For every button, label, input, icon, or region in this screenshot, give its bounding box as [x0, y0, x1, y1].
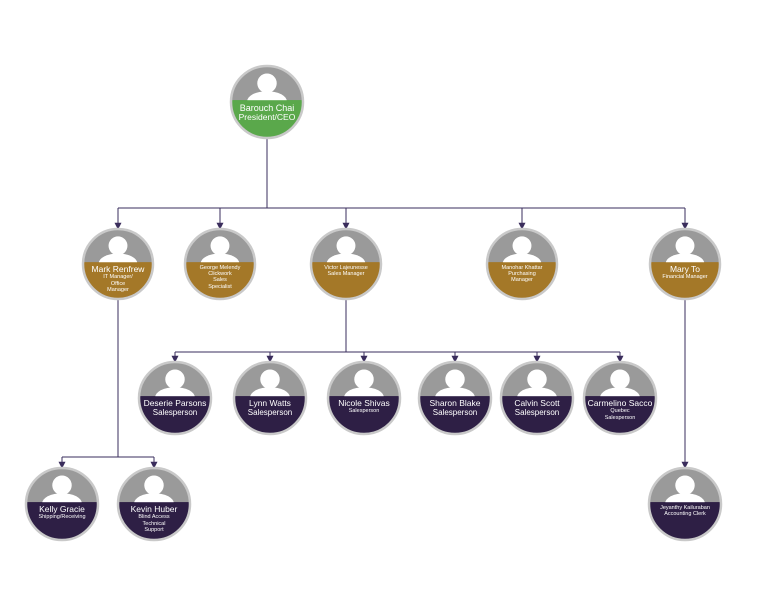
connector-lines	[58, 138, 689, 469]
org-node-mary[interactable]	[648, 227, 722, 301]
node-ring	[229, 64, 305, 140]
person-silhouette-icon	[26, 468, 98, 540]
node-ring	[499, 360, 575, 436]
node-ring	[647, 466, 723, 542]
node-ring	[116, 466, 192, 542]
org-node-mark[interactable]	[81, 227, 155, 301]
org-node-deserie[interactable]	[137, 360, 213, 436]
org-node-manohar[interactable]	[485, 227, 559, 301]
node-ring	[24, 466, 100, 542]
org-node-calvin[interactable]	[499, 360, 575, 436]
node-ring	[326, 360, 402, 436]
org-node-carmelino[interactable]	[582, 360, 658, 436]
node-ring	[582, 360, 658, 436]
org-node-george[interactable]	[183, 227, 257, 301]
node-ring	[183, 227, 257, 301]
org-node-lynn[interactable]	[232, 360, 308, 436]
org-node-nicole[interactable]	[326, 360, 402, 436]
node-ring	[232, 360, 308, 436]
org-node-kevin[interactable]	[116, 466, 192, 542]
org-node-jeyanthy[interactable]	[647, 466, 723, 542]
org-node-victor[interactable]	[309, 227, 383, 301]
node-ring	[417, 360, 493, 436]
node-ring	[309, 227, 383, 301]
node-ring	[648, 227, 722, 301]
node-ring	[137, 360, 213, 436]
node-ring	[485, 227, 559, 301]
node-ring	[81, 227, 155, 301]
person-silhouette-icon	[311, 229, 381, 299]
org-node-sharon[interactable]	[417, 360, 493, 436]
person-silhouette-icon	[649, 468, 721, 540]
org-node-ceo[interactable]	[229, 64, 305, 140]
org-node-kelly[interactable]	[24, 466, 100, 542]
